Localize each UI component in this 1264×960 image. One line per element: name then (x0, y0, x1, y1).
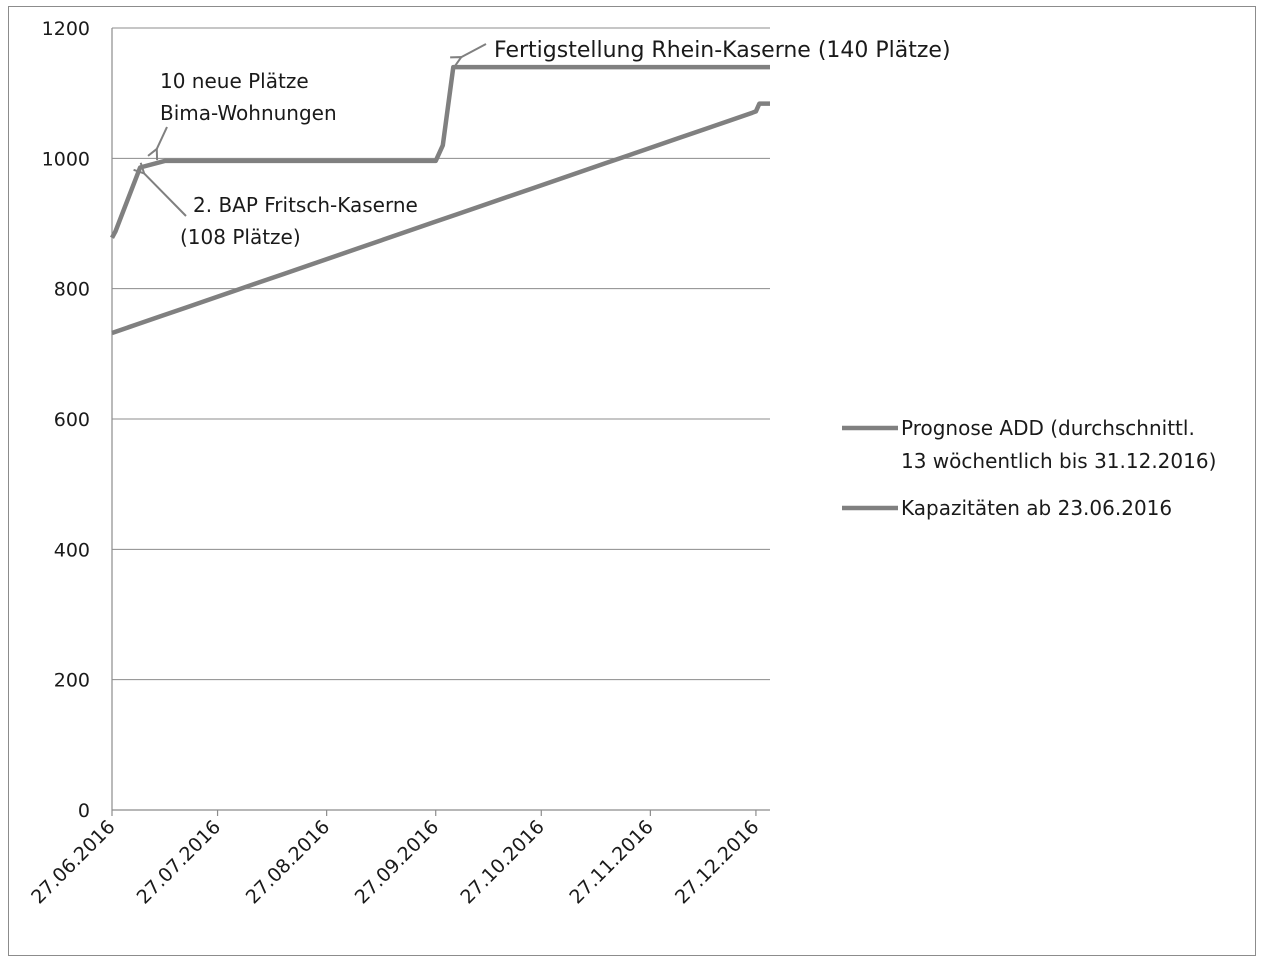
x-tick-label: 27.08.2016 (242, 816, 334, 908)
gridlines (112, 27, 770, 681)
x-tick-label: 27.12.2016 (671, 816, 763, 908)
y-tick-label: 600 (54, 409, 90, 431)
x-tick-label: 27.10.2016 (456, 816, 548, 908)
annotation-rhein: Fertigstellung Rhein-Kaserne (140 Plätze… (494, 38, 951, 63)
x-tick-label: 27.09.2016 (351, 816, 443, 908)
y-tick-label: 1000 (42, 148, 90, 170)
annotation-fritsch-line1: 2. BAP Fritsch-Kaserne (193, 193, 418, 217)
annotation-arrow (461, 43, 487, 57)
y-tick-label: 800 (54, 279, 90, 301)
y-tick-label: 200 (54, 670, 90, 692)
y-tick-label: 1200 (42, 18, 90, 40)
legend-label: Kapazitäten ab 23.06.2016 (901, 496, 1172, 520)
x-tick-label: 27.11.2016 (565, 816, 657, 908)
legend: Prognose ADD (durchschnittl. 13 wöchentli… (842, 416, 1216, 520)
series-lines (110, 64, 770, 336)
chart-frame (8, 6, 1256, 956)
series-line-1 (111, 101, 770, 336)
annotation-bima-line2: Bima-Wohnungen (160, 101, 337, 125)
x-tick-label: 27.06.2016 (27, 816, 119, 908)
y-tick-label: 0 (78, 800, 90, 822)
annotation-arrow (157, 126, 168, 149)
x-tick-label: 27.07.2016 (133, 816, 225, 908)
series-line-2 (110, 64, 770, 239)
axes: 0 200 400 600 800 1000 1200 27.06.2016 27.07.201… (27, 18, 770, 908)
annotations: 10 neue Plätze Bima-Wohnungen 2. BAP Frits… (144, 38, 951, 249)
legend-label: Prognose ADD (durchschnittl. 13 wöchentli… (901, 416, 1216, 473)
annotation-bima-line1: 10 neue Plätze (160, 69, 309, 93)
annotation-arrow (144, 173, 187, 217)
annotation-fritsch-line2: (108 Plätze) (180, 225, 301, 249)
y-tick-label: 400 (54, 539, 90, 561)
